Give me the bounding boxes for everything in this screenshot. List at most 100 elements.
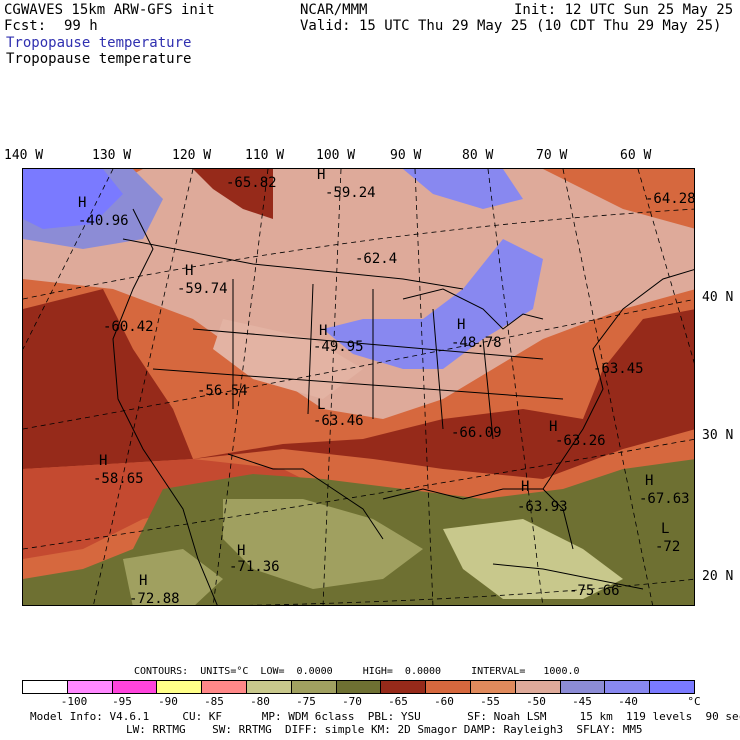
longitude-label: 110 W — [245, 148, 285, 163]
extremum-type: H — [317, 169, 325, 183]
extremum-value: -75.66 — [569, 583, 620, 599]
extremum-value: -72 — [655, 539, 680, 555]
latitude-label: 20 N — [702, 569, 734, 584]
contours-info: CONTOURS: UNITS=°C LOW= 0.0000 HIGH= 0.0… — [134, 666, 580, 677]
extremum-value: -62.4 — [355, 251, 397, 267]
graticule-line — [487, 169, 544, 605]
extremum-value: -56.54 — [197, 383, 248, 399]
boundaries — [112, 208, 694, 605]
colorbar-tick: -75 — [296, 695, 316, 708]
us-mexico-border — [227, 453, 384, 540]
field-shading-darkred-west — [23, 289, 193, 469]
forecast-label: Fcst: — [4, 18, 47, 34]
extremum-type: L — [661, 521, 669, 537]
colorbar-swatch — [157, 681, 203, 693]
colorbar-swatch — [605, 681, 651, 693]
colorbar-unit: °C — [687, 695, 701, 708]
colorbar-tick: -85 — [204, 695, 224, 708]
field-shading-blue-nw — [23, 169, 123, 229]
us-canada-border — [122, 238, 464, 290]
extremum-value: -63.45 — [593, 361, 644, 377]
colorbar-tick: -80 — [250, 695, 270, 708]
longitude-label: 80 W — [462, 148, 494, 163]
graticule-line — [23, 169, 114, 350]
cuba-coastline — [492, 563, 644, 590]
model-info-line-1: Model Info: V4.6.1 CU: KF MP: WDM 6class… — [30, 710, 740, 723]
colorbar-swatch — [246, 681, 292, 693]
init-time: Init: 12 UTC Sun 25 May 25 — [514, 2, 734, 18]
extremum-type: H — [521, 479, 529, 495]
longitude-label: 60 W — [620, 148, 652, 163]
graticule-line — [562, 169, 653, 605]
longitude-label: 140 W — [4, 148, 44, 163]
model-title: CGWAVES 15km ARW-GFS init — [4, 2, 215, 18]
colorbar-swatch — [381, 681, 427, 693]
latitude-label: 40 N — [702, 290, 734, 305]
colorbar-tick: -70 — [342, 695, 362, 708]
model-info-line-2: LW: RRTMG SW: RRTMG DIFF: simple KM: 2D … — [126, 723, 643, 736]
extremum-value: -67.63 — [639, 491, 690, 507]
map-canvas: H -40.96 -65.82 H -59.24 -64.28 -62.4 H … — [23, 169, 695, 606]
field-shading-olive-light — [223, 499, 423, 589]
field-shading-blue-greatlakes — [323, 239, 543, 369]
west-coastline — [112, 208, 218, 605]
field-shading-darkred-south — [193, 309, 694, 479]
colorbar-tick: -100 — [60, 695, 88, 708]
extremum-value: -60.42 — [103, 319, 154, 335]
extremum-value: -63.93 — [517, 499, 568, 515]
extremum-value: -65.82 — [226, 175, 277, 191]
longitude-label: 90 W — [390, 148, 422, 163]
gulf-coastline — [382, 488, 574, 550]
extremum-type: H — [549, 419, 557, 435]
extremum-value: -59.24 — [325, 185, 376, 201]
extremum-value: -40.96 — [78, 213, 129, 229]
extremum-value: -71.36 — [229, 559, 280, 575]
extremum-value: -59.74 — [177, 281, 228, 297]
extremum-type: H — [319, 323, 327, 339]
extremum-type: H — [237, 543, 245, 559]
extremum-type: H — [78, 195, 86, 211]
field-shading-khaki — [443, 519, 623, 599]
valid-time: Valid: 15 UTC Thu 29 May 25 (10 CDT Thu … — [300, 18, 722, 34]
graticule — [23, 169, 694, 605]
extremum-value: -48.78 — [451, 335, 502, 351]
field-shading-pink-2 — [213, 319, 363, 399]
extremum-value: -66.09 — [451, 425, 502, 441]
longitude-label: 100 W — [316, 148, 356, 163]
colorbar-tick: -90 — [158, 695, 178, 708]
forecast-hour: 99 h — [64, 18, 98, 34]
colorbar-swatch — [560, 681, 606, 693]
extremum-value: -64.28 — [645, 191, 695, 207]
extremum-value: -58.65 — [93, 471, 144, 487]
graticule-line — [414, 169, 434, 605]
field-shading-pink — [23, 169, 694, 419]
great-lakes-outline — [402, 288, 544, 330]
extremum-type: H — [457, 317, 465, 333]
longitude-label: 130 W — [92, 148, 132, 163]
colorbar-tick: -40 — [618, 695, 638, 708]
extremum-value: -63.46 — [313, 413, 364, 429]
colorbar-swatch — [336, 681, 382, 693]
field-name-shaded: Tropopause temperature — [6, 35, 192, 51]
extremum-type: H — [99, 453, 107, 469]
color-bar — [22, 680, 695, 694]
colorbar-tick: -45 — [572, 695, 592, 708]
extrema-labels: H -40.96 -65.82 H -59.24 -64.28 -62.4 H … — [78, 169, 695, 606]
extremum-value: -72.88 — [129, 591, 180, 606]
graticule-line — [212, 169, 269, 605]
colorbar-swatch — [426, 681, 471, 693]
colorbar-swatch — [112, 681, 158, 693]
organization-label: NCAR/MMM — [300, 2, 368, 18]
field-name-contour: Tropopause temperature — [6, 51, 192, 67]
latitude-label: 30 N — [702, 428, 734, 443]
extremum-value: -49.95 — [313, 339, 364, 355]
colorbar-tick: -95 — [112, 695, 132, 708]
field-shading-olive-light-2 — [123, 549, 223, 605]
colorbar-tick: -60 — [434, 695, 454, 708]
colorbar-swatch — [291, 681, 337, 693]
graticule-line — [322, 169, 342, 605]
graticule-line — [23, 299, 694, 430]
longitude-label: 120 W — [172, 148, 212, 163]
extremum-type: H — [185, 263, 193, 279]
extremum-type: H — [139, 573, 147, 589]
